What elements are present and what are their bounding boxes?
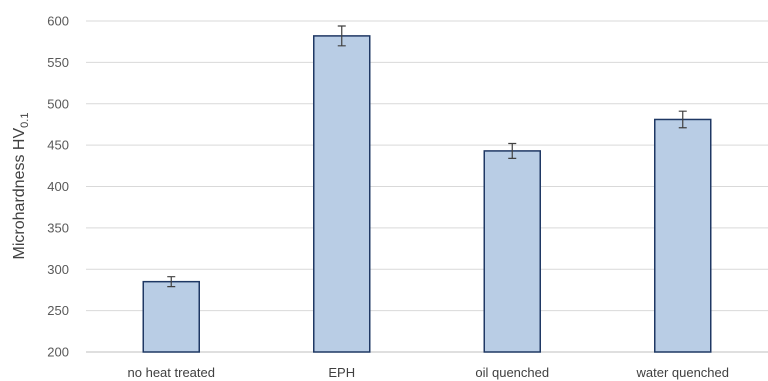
x-category-label: oil quenched [475, 365, 549, 380]
y-tick-label: 400 [47, 179, 69, 194]
bars [142, 35, 712, 353]
y-axis-title-subscript: 0.1 [19, 113, 31, 128]
y-tick-label: 550 [47, 55, 69, 70]
x-category-label: water quenched [635, 365, 729, 380]
bar [313, 35, 371, 353]
y-tick-label: 250 [47, 303, 69, 318]
error-bar [678, 110, 687, 129]
bar [654, 118, 712, 353]
y-tick-label: 600 [47, 14, 69, 29]
y-tick-label: 200 [47, 345, 69, 360]
x-axis-category-labels: no heat treated EPH oil quenched water quen… [128, 365, 729, 380]
bar [142, 280, 200, 353]
bar [483, 150, 541, 353]
y-tick-label: 450 [47, 138, 69, 153]
error-bar [508, 142, 517, 159]
error-bar [337, 25, 346, 47]
x-category-label: no heat treated [128, 365, 215, 380]
error-bar [167, 276, 176, 288]
y-axis-title: Microhardness HV0.1 [11, 113, 31, 260]
error-bars [167, 25, 687, 288]
y-tick-label: 500 [47, 96, 69, 111]
y-axis-tick-labels: 200 250 300 350 400 450 500 550 600 [47, 14, 69, 360]
y-axis-title-text: Microhardness HV [11, 128, 28, 260]
x-category-label: EPH [328, 365, 355, 380]
y-tick-label: 350 [47, 220, 69, 235]
y-tick-label: 300 [47, 262, 69, 277]
